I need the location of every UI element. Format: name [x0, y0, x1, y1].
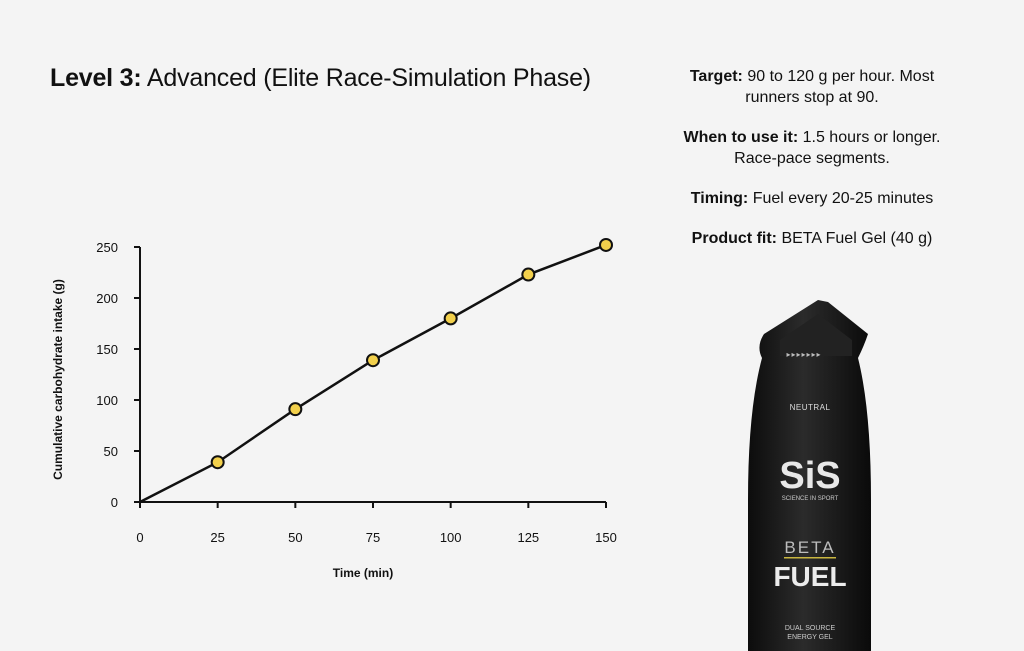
info-target: Target: 90 to 120 g per hour. Most runne… — [662, 66, 962, 108]
x-tick-label: 75 — [366, 530, 380, 545]
info-timing: Timing: Fuel every 20-25 minutes — [662, 188, 962, 209]
pack-brand: SiS — [779, 455, 840, 497]
data-point — [210, 455, 225, 470]
svg-text:▸▸▸▸▸▸▸: ▸▸▸▸▸▸▸ — [786, 350, 821, 359]
x-axis-label: Time (min) — [333, 566, 393, 580]
pack-line: BETA — [784, 538, 835, 557]
gel-pack-cap — [780, 314, 852, 356]
pack-flavor: NEUTRAL — [790, 403, 831, 412]
series-line — [139, 243, 607, 504]
carb-intake-chart: 0 50 100 150 200 250 0 25 50 75 100 125 150 Time (min… — [51, 237, 617, 580]
info-label: When to use it: — [683, 129, 799, 146]
pack-tagline: SCIENCE IN SPORT — [782, 496, 839, 502]
level-label: Level 3: — [50, 64, 142, 92]
pack-sub2: ENERGY GEL — [787, 634, 832, 641]
x-tick-label: 25 — [210, 530, 224, 545]
level-name: Advanced (Elite Race-Simulation Phase) — [146, 64, 591, 92]
x-tick-label: 0 — [136, 530, 143, 545]
y-tick-label: 0 — [111, 495, 118, 510]
data-point — [521, 267, 536, 282]
data-point — [599, 237, 613, 252]
y-tick-label: 150 — [96, 342, 118, 357]
info-label: Target: — [689, 68, 743, 85]
y-tick-label: 100 — [96, 393, 118, 408]
y-tick-label: 50 — [104, 444, 118, 459]
info-product-fit: Product fit: BETA Fuel Gel (40 g) — [662, 228, 962, 249]
data-point — [288, 402, 303, 417]
info-text: 1.5 hours or longer. Race-pace segments. — [734, 129, 941, 167]
info-panel: Target: 90 to 120 g per hour. Most runne… — [662, 66, 962, 268]
gel-pack-body — [748, 300, 871, 651]
page-title: Level 3: Advanced (Elite Race-Simulation… — [50, 64, 591, 93]
data-point — [443, 311, 458, 326]
data-point — [366, 353, 380, 368]
x-tick-label: 150 — [595, 530, 617, 545]
pack-accent-line — [784, 557, 836, 559]
y-tick-label: 200 — [96, 291, 118, 306]
pack-sub1: DUAL SOURCE — [785, 625, 836, 632]
info-text: Fuel every 20-25 minutes — [752, 190, 934, 207]
info-text: 90 to 120 g per hour. Most runners stop … — [745, 68, 935, 106]
info-label: Timing: — [690, 190, 749, 207]
info-when: When to use it: 1.5 hours or longer. Rac… — [662, 127, 962, 169]
y-tick-label: 250 — [96, 240, 118, 255]
y-axis-label: Cumulative carbohydrate intake (g) — [51, 279, 65, 480]
x-tick-label: 125 — [517, 530, 539, 545]
gel-pack-image: ▸▸▸▸▸▸▸ NEUTRAL SiS SCIENCE IN SPORT BET… — [748, 300, 871, 651]
info-text: BETA Fuel Gel (40 g) — [781, 230, 933, 247]
x-tick-label: 50 — [288, 530, 302, 545]
pack-name: FUEL — [773, 561, 846, 592]
info-label: Product fit: — [691, 230, 777, 247]
x-tick-label: 100 — [440, 530, 462, 545]
